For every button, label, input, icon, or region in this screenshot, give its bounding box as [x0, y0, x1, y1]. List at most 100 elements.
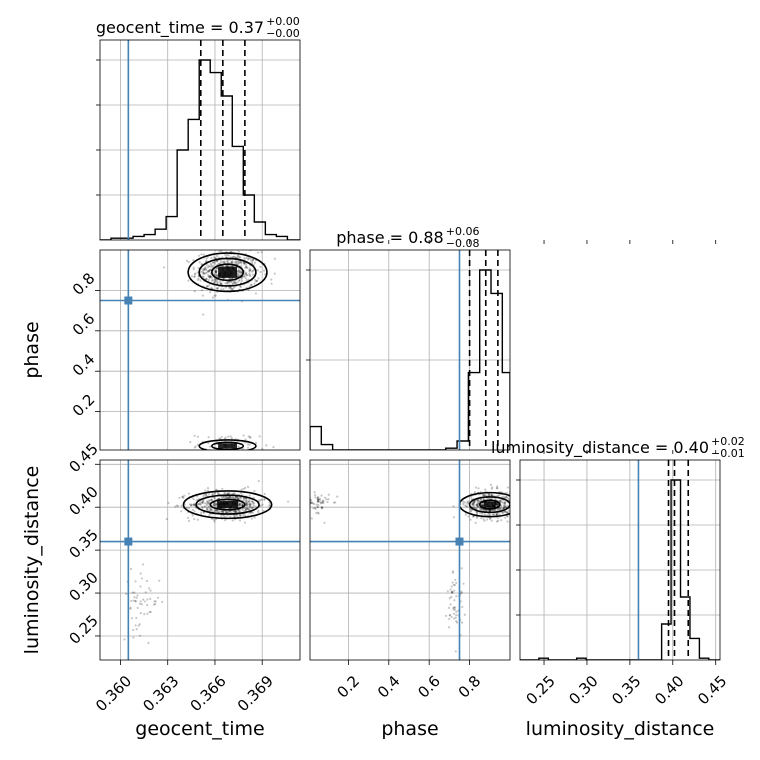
y-tick-label: 0.8: [69, 269, 99, 299]
sample-point: [242, 487, 245, 491]
sample-point: [323, 521, 326, 524]
sample-point: [233, 285, 236, 289]
sample-point: [469, 508, 472, 511]
sample-point: [238, 271, 241, 274]
x-tick-label: 0.363: [139, 672, 182, 715]
sample-point: [251, 500, 254, 503]
sample-point: [251, 259, 254, 262]
sample-point: [182, 496, 185, 499]
sample-point: [245, 262, 248, 266]
sample-point: [253, 516, 256, 519]
sample-point: [450, 591, 454, 594]
sample-point: [231, 282, 234, 285]
sample-point: [233, 455, 235, 457]
sample-point: [204, 271, 208, 275]
sample-point: [317, 495, 320, 499]
sample-point: [496, 485, 499, 488]
sample-point: [254, 280, 257, 283]
sample-point: [273, 272, 276, 275]
sample-point: [477, 505, 480, 508]
sample-point: [245, 266, 248, 269]
sample-point: [203, 267, 206, 270]
sample-point: [227, 496, 230, 499]
density-contour: [478, 499, 501, 510]
sample-point: [503, 510, 506, 513]
sample-point: [475, 507, 478, 510]
sample-point: [215, 269, 218, 272]
sample-point: [197, 267, 200, 270]
sample-point: [493, 508, 496, 512]
sample-point: [237, 508, 241, 512]
sample-point: [247, 258, 250, 261]
sample-point: [504, 510, 507, 513]
sample-point: [322, 500, 325, 503]
sample-point: [154, 600, 157, 603]
y-axis-label: phase: [21, 321, 43, 378]
sample-point: [304, 508, 306, 510]
sample-point: [264, 273, 267, 276]
sample-point: [221, 451, 223, 453]
sample-point: [491, 494, 494, 497]
sample-point: [131, 628, 135, 632]
sample-point: [248, 269, 251, 272]
sample-point: [196, 518, 199, 521]
sample-point: [320, 505, 323, 509]
sample-point: [221, 260, 224, 263]
sample-point: [234, 282, 237, 285]
sample-point: [204, 493, 208, 497]
sample-point: [213, 281, 216, 284]
sample-point: [231, 496, 234, 499]
sample-point: [230, 261, 233, 264]
sample-point: [506, 511, 509, 514]
sample-point: [248, 504, 251, 507]
sample-point: [450, 585, 453, 588]
sample-point: [214, 271, 217, 274]
sample-point: [493, 509, 496, 512]
sample-point: [237, 250, 240, 253]
sample-point: [209, 265, 212, 268]
sample-point: [223, 492, 226, 495]
hist-panel-luminosity_distance: [520, 460, 720, 660]
y-tick-label: 0.30: [65, 569, 101, 605]
sample-point: [243, 497, 246, 500]
sample-point: [258, 500, 261, 503]
sample-point: [206, 266, 209, 269]
sample-point: [503, 502, 506, 505]
sample-point: [260, 251, 263, 254]
sample-point: [192, 268, 195, 271]
sample-point: [240, 271, 243, 274]
sample-point: [223, 453, 225, 455]
sample-point: [491, 486, 494, 489]
sample-point: [473, 500, 476, 503]
sample-point: [313, 493, 317, 497]
sample-point: [234, 496, 237, 499]
sample-point: [220, 282, 223, 285]
sample-point: [193, 504, 196, 507]
sample-point: [239, 514, 242, 517]
sample-point: [253, 282, 256, 285]
sample-point: [187, 260, 190, 264]
sample-point: [229, 286, 232, 289]
sample-point: [306, 500, 308, 502]
sample-point: [492, 512, 495, 515]
sample-point: [248, 498, 251, 501]
sample-point: [257, 509, 260, 512]
sample-point: [220, 283, 223, 286]
sample-point: [222, 495, 225, 498]
sample-point: [158, 579, 161, 582]
sample-point: [215, 260, 219, 263]
y-tick-label: 0.4: [69, 350, 99, 380]
sample-point: [239, 256, 242, 259]
sample-point: [466, 501, 469, 504]
sample-point: [228, 280, 231, 283]
sample-point: [489, 509, 492, 512]
sample-point: [450, 595, 453, 599]
sample-point: [235, 261, 238, 264]
sample-point: [314, 496, 317, 499]
sample-point: [132, 599, 135, 602]
sample-point: [317, 500, 320, 503]
sample-point: [218, 510, 221, 513]
sample-point: [210, 499, 213, 502]
sample-point: [201, 275, 204, 278]
y-tick-label: 0.45: [65, 440, 101, 476]
